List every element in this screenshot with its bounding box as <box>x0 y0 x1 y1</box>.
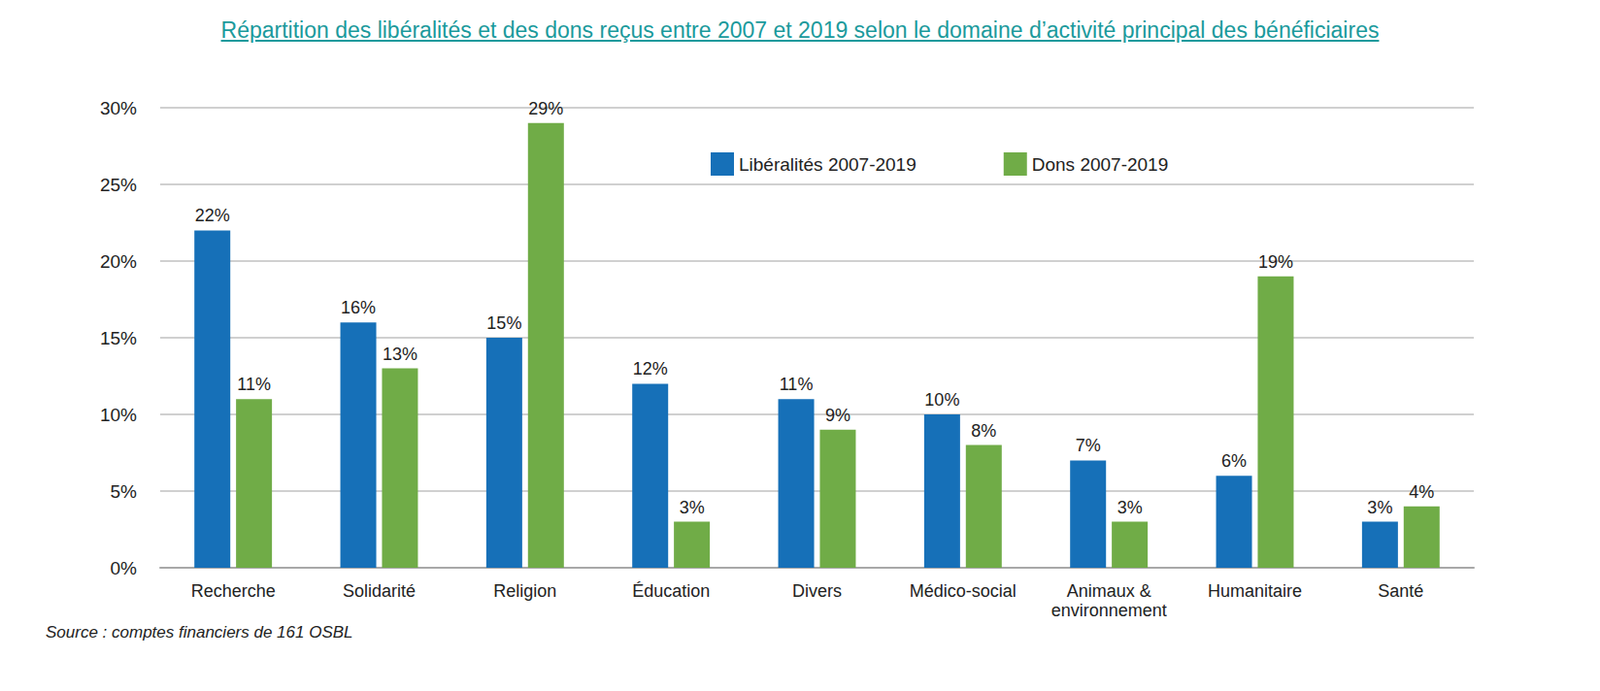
svg-text:5%: 5% <box>110 481 138 502</box>
svg-text:Solidarité: Solidarité <box>342 581 416 601</box>
svg-text:Médico-social: Médico-social <box>909 581 1017 601</box>
svg-text:Divers: Divers <box>792 581 842 601</box>
svg-text:Humanitaire: Humanitaire <box>1207 581 1302 601</box>
svg-text:11%: 11% <box>779 374 814 395</box>
svg-text:25%: 25% <box>100 174 137 196</box>
svg-text:6%: 6% <box>1221 451 1247 471</box>
svg-text:Animaux &: Animaux & <box>1066 581 1152 601</box>
svg-text:16%: 16% <box>340 298 376 318</box>
html-text:Répartition des libéralités et: Répartition des libéralités et des dons … <box>220 17 1380 43</box>
svg-text:29%: 29% <box>528 99 564 119</box>
svg-text:environnement: environnement <box>1051 600 1167 621</box>
svg-text:30%: 30% <box>100 98 137 119</box>
svg-text:19%: 19% <box>1258 252 1294 272</box>
svg-text:12%: 12% <box>633 359 668 379</box>
svg-text:4%: 4% <box>1408 482 1434 502</box>
svg-text:0%: 0% <box>110 558 138 579</box>
svg-text:3%: 3% <box>679 498 705 518</box>
svg-text:9%: 9% <box>825 405 851 426</box>
svg-text:10%: 10% <box>924 390 960 410</box>
svg-text:8%: 8% <box>970 421 997 441</box>
svg-text:13%: 13% <box>382 344 418 365</box>
svg-text:3%: 3% <box>1366 498 1393 518</box>
svg-text:Religion: Religion <box>493 581 557 601</box>
svg-text:20%: 20% <box>100 251 137 272</box>
svg-text:Libéralités 2007-2019: Libéralités 2007-2019 <box>738 154 917 175</box>
svg-text:7%: 7% <box>1075 435 1101 456</box>
svg-text:Source : comptes financiers de: Source : comptes financiers de 161 OSBL <box>45 623 354 642</box>
svg-text:Éducation: Éducation <box>632 581 710 601</box>
svg-text:22%: 22% <box>195 205 231 226</box>
svg-text:Dons 2007-2019: Dons 2007-2019 <box>1032 154 1169 175</box>
svg-text:Santé: Santé <box>1377 581 1424 601</box>
svg-text:10%: 10% <box>100 404 137 426</box>
svg-text:15%: 15% <box>486 313 522 334</box>
svg-text:11%: 11% <box>236 374 271 395</box>
svg-text:Recherche: Recherche <box>191 581 276 601</box>
svg-text:3%: 3% <box>1117 498 1143 518</box>
svg-text:15%: 15% <box>100 328 137 349</box>
